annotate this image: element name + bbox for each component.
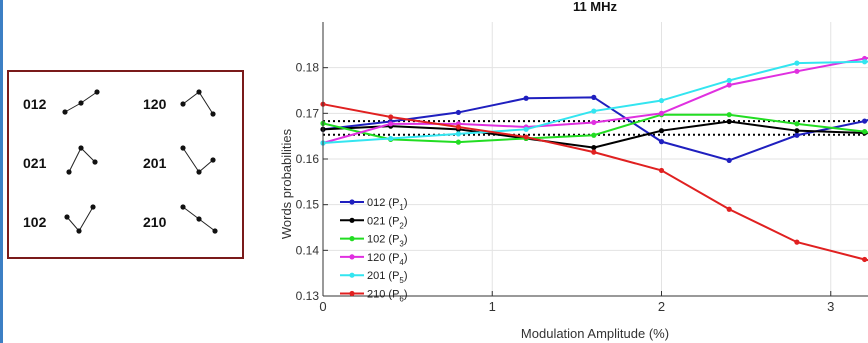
data-point-012 — [591, 94, 597, 100]
legend-marker-210 — [349, 290, 355, 297]
legend-label-012: 012 (P1) — [367, 197, 408, 212]
valley-left-pattern-icon — [64, 204, 96, 234]
data-point-102 — [455, 139, 461, 145]
pattern-code-120: 120 — [143, 96, 167, 112]
chart-title: 11 MHz — [573, 0, 618, 14]
legend-label-102: 102 (P3) — [367, 234, 408, 249]
data-point-120 — [794, 68, 800, 74]
axes: 012340.130.140.150.160.170.18 — [296, 22, 868, 314]
data-point-201 — [862, 59, 868, 65]
legend-label-120: 120 (P4) — [367, 252, 408, 267]
data-point-210 — [388, 114, 394, 120]
data-point-120 — [591, 119, 597, 126]
peak-right-pattern-icon — [180, 89, 216, 117]
data-point-210 — [523, 134, 529, 140]
descending-pattern-icon — [180, 204, 218, 234]
legend-label-021: 021 (P2) — [367, 215, 408, 230]
legend-marker-201 — [349, 272, 355, 278]
data-point-102 — [591, 132, 597, 138]
legend-marker-021 — [349, 217, 355, 223]
x-tick-label: 3 — [827, 299, 834, 314]
peak-middle-pattern-icon — [66, 145, 98, 175]
y-tick-label: 0.15 — [296, 198, 320, 212]
data-point-012 — [523, 95, 529, 101]
data-point-201 — [794, 60, 800, 66]
data-point-210 — [658, 167, 665, 174]
y-tick-label: 0.13 — [296, 289, 320, 303]
data-point-120 — [726, 82, 732, 88]
data-point-210 — [794, 239, 800, 245]
data-point-201 — [658, 97, 665, 104]
data-point-021 — [658, 128, 665, 134]
data-point-201 — [455, 131, 461, 137]
data-point-201 — [523, 126, 529, 132]
data-point-201 — [726, 77, 732, 84]
y-tick-label: 0.16 — [296, 152, 320, 166]
data-point-012 — [726, 157, 732, 163]
data-point-021 — [726, 118, 732, 125]
data-point-120 — [658, 110, 665, 116]
x-tick-label: 2 — [658, 299, 665, 314]
pattern-code-012: 012 — [23, 96, 47, 112]
window-edge — [0, 0, 3, 343]
data-point-012 — [794, 132, 800, 138]
data-point-201 — [591, 108, 597, 114]
pattern-code-102: 102 — [23, 214, 47, 230]
data-point-021 — [591, 144, 597, 151]
x-tick-label: 1 — [489, 299, 496, 314]
y-tick-label: 0.17 — [296, 106, 320, 120]
y-tick-label: 0.14 — [296, 243, 320, 257]
ascending-pattern-icon — [62, 89, 100, 115]
data-point-102 — [862, 129, 868, 135]
pattern-code-201: 201 — [143, 155, 167, 171]
legend-marker-120 — [349, 254, 355, 260]
data-point-210 — [726, 206, 732, 212]
data-point-102 — [726, 112, 732, 118]
x-tick-label: 0 — [319, 299, 326, 314]
legend-marker-012 — [349, 199, 355, 205]
data-point-210 — [455, 124, 461, 130]
pattern-code-210: 210 — [143, 214, 167, 230]
legend: 012 (P1) 021 (P2) 102 (P3) 120 (P4) 201 (P5)… — [340, 197, 408, 304]
legend-label-210: 210 (P6) — [367, 289, 408, 304]
data-point-012 — [862, 118, 868, 124]
valley-right-pattern-icon — [180, 145, 216, 175]
legend-marker-102 — [349, 236, 355, 242]
y-tick-label: 0.18 — [296, 61, 320, 75]
data-point-120 — [388, 121, 394, 127]
data-point-201 — [388, 135, 394, 142]
legend-label-201: 201 (P5) — [367, 270, 408, 285]
data-point-210 — [591, 149, 597, 155]
data-point-021 — [794, 128, 800, 134]
y-axis-label: Words probabilities — [279, 128, 294, 239]
x-axis-label: Modulation Amplitude (%) — [521, 326, 669, 341]
pattern-code-021: 021 — [23, 155, 47, 171]
data-point-102 — [794, 121, 800, 127]
data-point-012 — [658, 139, 665, 145]
ordinal-pattern-legend: 012 120 021 201 102 210 — [7, 70, 244, 259]
data-point-210 — [862, 256, 868, 263]
data-point-012 — [455, 109, 461, 116]
series-lines — [320, 55, 868, 263]
